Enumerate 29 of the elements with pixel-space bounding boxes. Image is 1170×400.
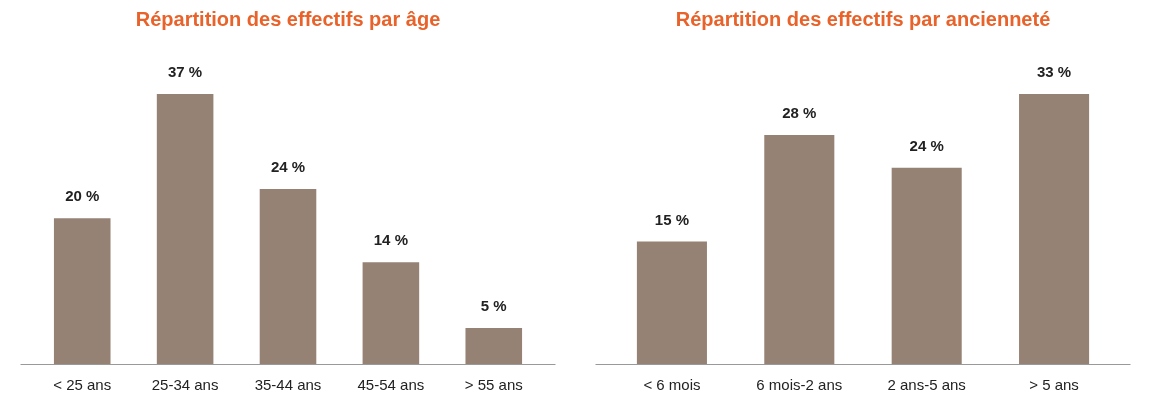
data-label: 14 % [373,231,408,249]
x-tick-label: < 6 mois [643,375,701,393]
x-tick-label: 35-44 ans [254,375,322,393]
bar [362,262,420,365]
data-label: 20 % [65,187,100,205]
bar [259,189,317,365]
bar [465,327,523,365]
chart-title: Répartition des effectifs par âge [135,7,441,30]
bar [53,218,111,365]
data-label: 15 % [654,210,690,228]
data-label: 24 % [909,136,944,154]
data-label: 24 % [270,158,306,176]
bar [636,241,707,365]
data-label: 37 % [168,63,203,81]
data-label: 33 % [1036,63,1072,81]
x-tick-label: 6 mois-2 ans [756,375,843,393]
x-tick-label: 45-54 ans [357,375,425,393]
x-tick-label: > 5 ans [1029,375,1079,393]
chart-title: Répartition des effectifs par ancienneté [675,7,1051,30]
x-tick-label: > 55 ans [464,375,523,393]
bar [156,94,214,365]
x-tick-label: < 25 ans [53,375,112,393]
bar [891,167,962,365]
x-tick-label: 2 ans-5 ans [887,375,966,393]
data-label: 5 % [480,296,507,314]
bar [1019,94,1090,365]
x-tick-label: 25-34 ans [151,375,219,393]
data-label: 28 % [782,103,817,121]
bar [764,134,835,365]
